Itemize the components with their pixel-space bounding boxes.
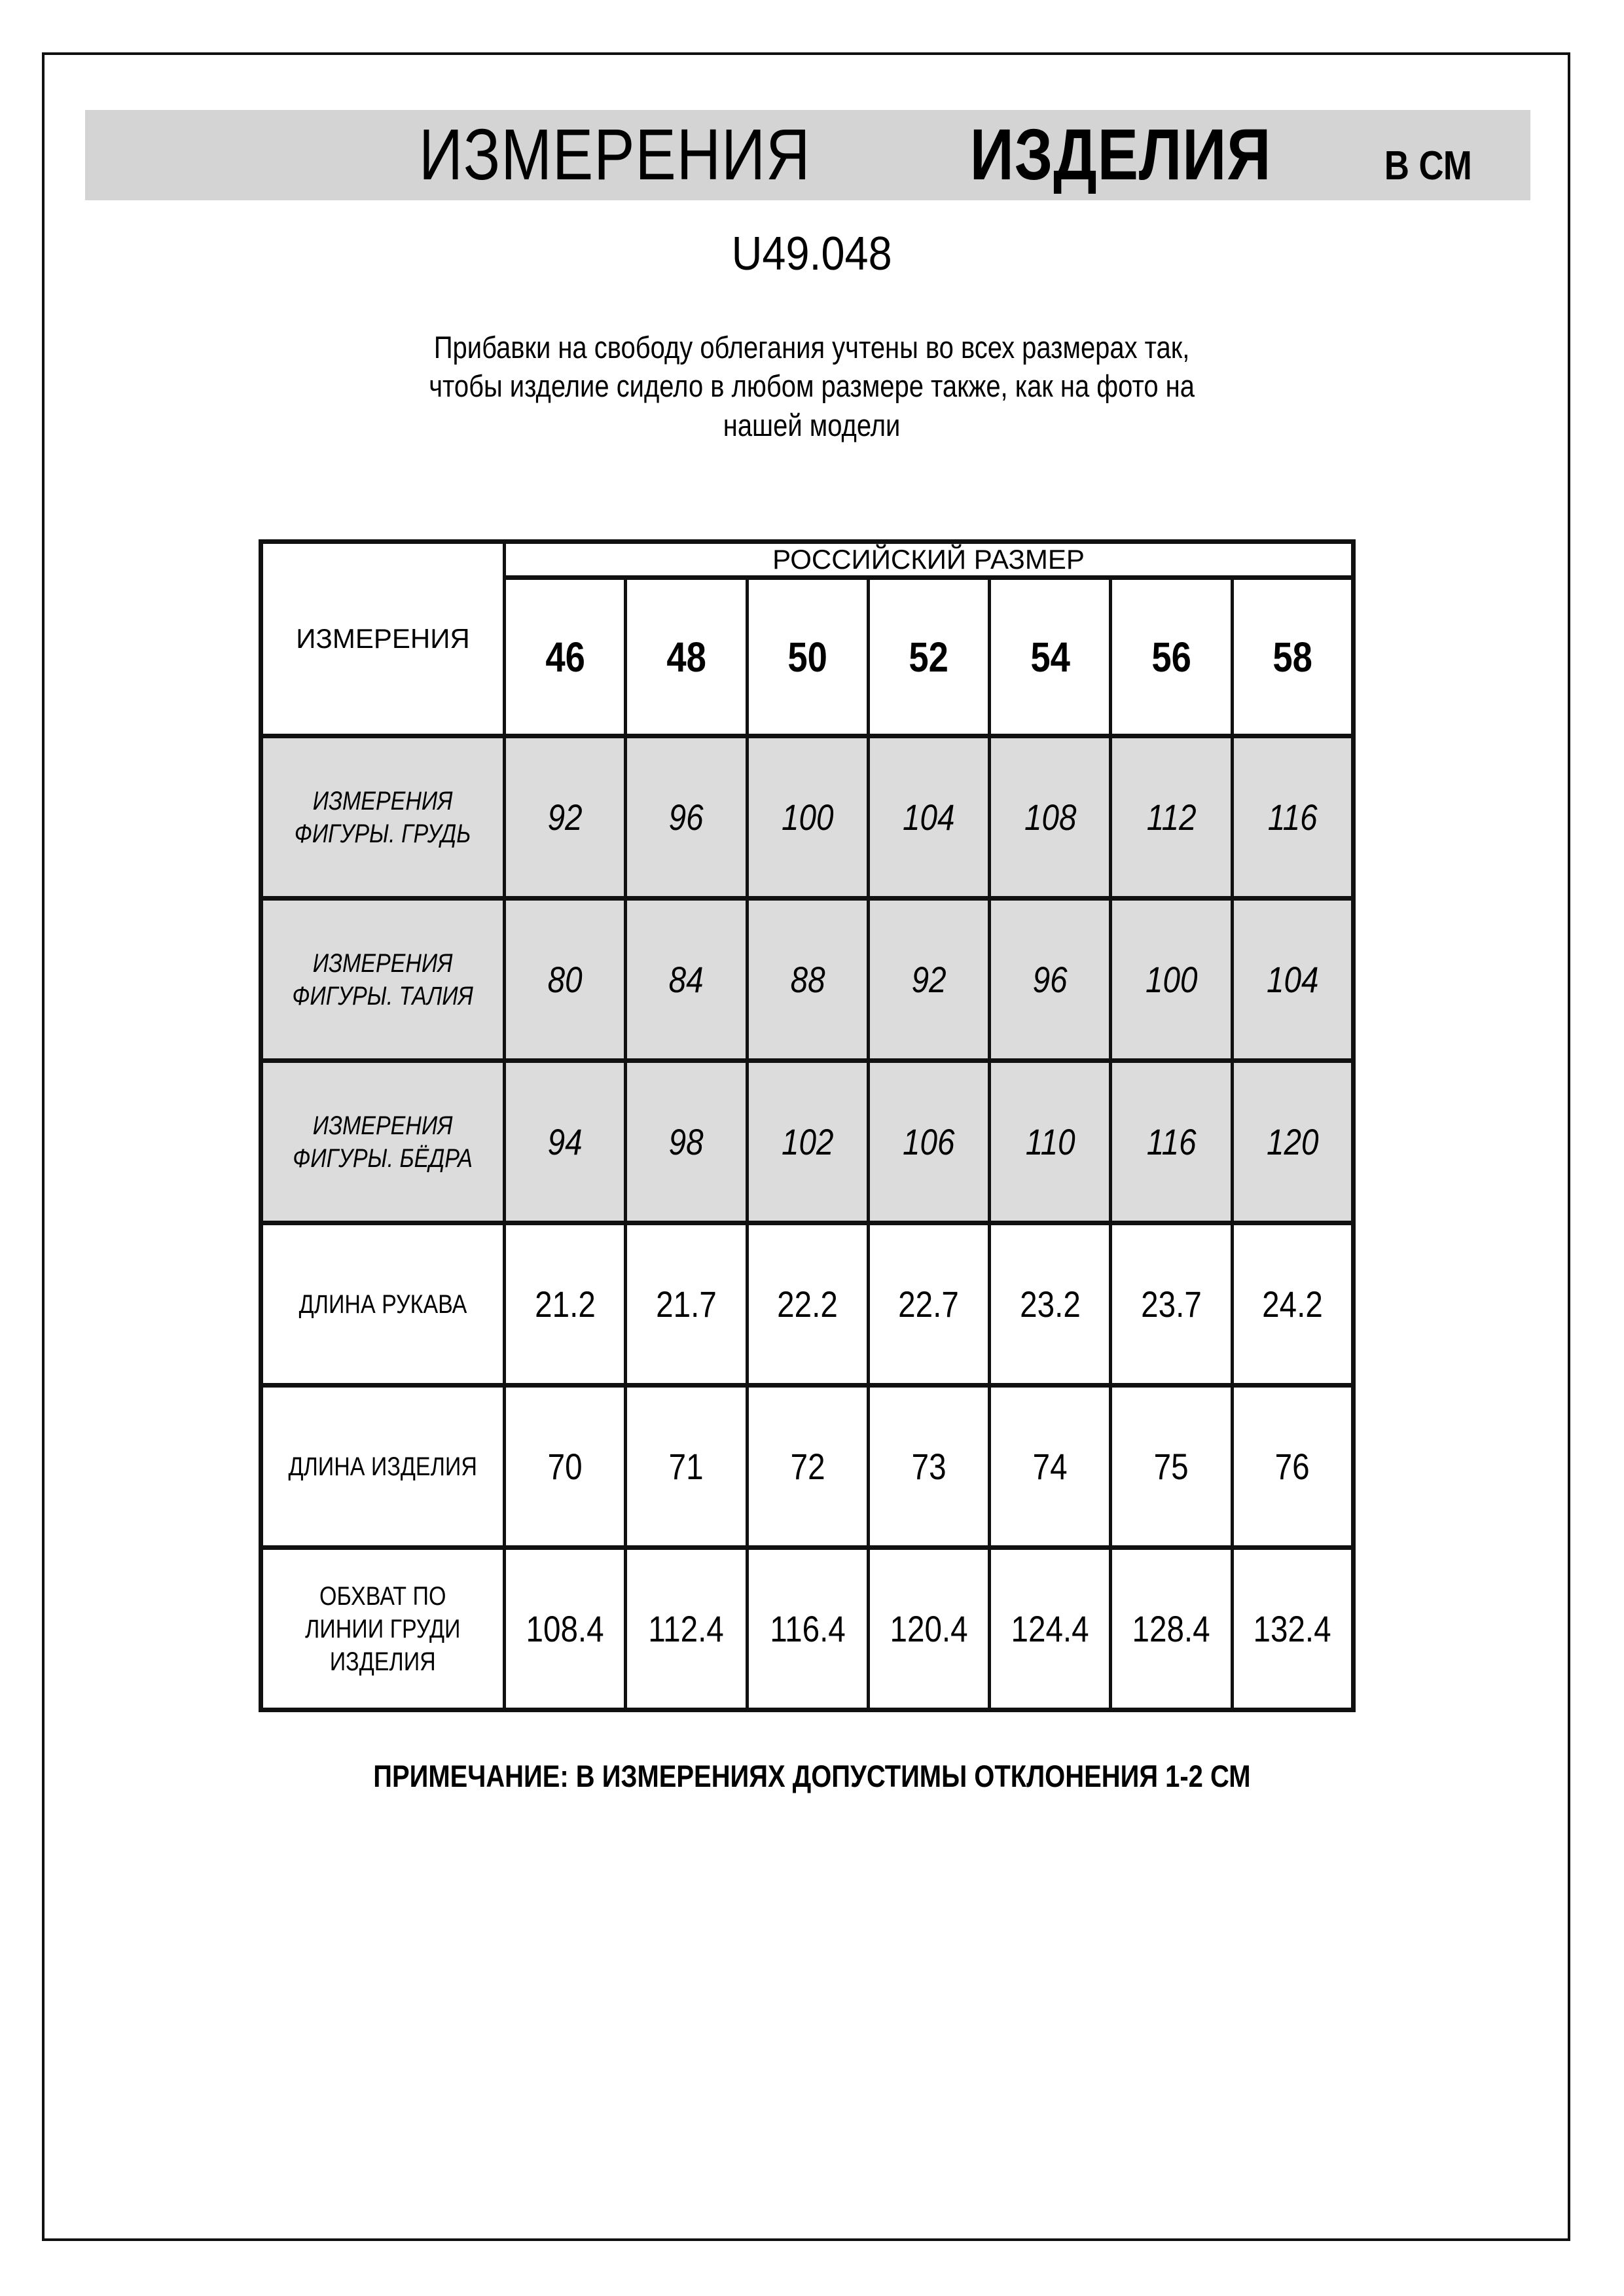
row-value: 108.4 (502, 1545, 628, 1712)
row-value: 100 (745, 734, 870, 901)
size-group-header-cell: РОССИЙСКИЙ РАЗМЕР (503, 539, 1355, 580)
row-value: 22.7 (866, 1221, 992, 1388)
size-table: ИЗМЕРЕНИЯ РОССИЙСКИЙ РАЗМЕР 46 48 50 52 … (259, 539, 1356, 1712)
header-band: ИЗМЕРЕНИЯ ИЗДЕЛИЯ В СМ (85, 110, 1530, 200)
page-border-frame (42, 52, 1570, 2241)
row-value: 96 (988, 896, 1113, 1063)
row-value: 102 (745, 1058, 870, 1225)
page-title-main: ИЗМЕРЕНИЯ (418, 115, 811, 195)
size-col-header: 52 (866, 575, 992, 738)
row-value: 116 (1109, 1058, 1234, 1225)
table-row-hips: ИЗМЕРЕНИЯ ФИГУРЫ. БЁДРА 94 98 102 106 11… (259, 1058, 1356, 1225)
row-value: 120.4 (866, 1545, 992, 1712)
table-row-chest: ИЗМЕРЕНИЯ ФИГУРЫ. ГРУДЬ 92 96 100 104 10… (259, 734, 1356, 901)
tolerance-note: ПРИМЕЧАНИЕ: В ИЗМЕРЕНИЯХ ДОПУСТИМЫ ОТКЛО… (373, 1759, 1251, 1793)
table-row-chest-girth-item: ОБХВАТ ПО ЛИНИИ ГРУДИ ИЗДЕЛИЯ 108.4 112.… (259, 1545, 1356, 1712)
table-row: ИЗМЕРЕНИЯ РОССИЙСКИЙ РАЗМЕР (259, 539, 1355, 738)
page-title-secondary: ИЗДЕЛИЯ (969, 115, 1272, 195)
size-col-header: 56 (1109, 575, 1234, 738)
row-value: 22.2 (745, 1221, 870, 1388)
row-value: 104 (1230, 896, 1356, 1063)
row-value: 116 (1230, 734, 1356, 901)
row-value: 70 (502, 1383, 628, 1550)
row-value: 96 (624, 734, 749, 901)
size-col-header: 46 (502, 575, 628, 738)
size-col-header: 58 (1230, 575, 1356, 738)
row-label: ИЗМЕРЕНИЯ ФИГУРЫ. ТАЛИЯ (259, 896, 506, 1063)
row-value: 92 (502, 734, 628, 901)
row-value: 21.7 (624, 1221, 749, 1388)
row-value: 80 (502, 896, 628, 1063)
table-row-waist: ИЗМЕРЕНИЯ ФИГУРЫ. ТАЛИЯ 80 84 88 92 96 1… (259, 896, 1356, 1063)
row-value: 108 (988, 734, 1113, 901)
size-col-header: 54 (988, 575, 1113, 738)
row-value: 73 (866, 1383, 992, 1550)
table-row-item-length: ДЛИНА ИЗДЕЛИЯ 70 71 72 73 74 75 76 (259, 1383, 1356, 1550)
row-value: 74 (988, 1383, 1113, 1550)
fit-description: Прибавки на свободу облегания учтены во … (429, 330, 1195, 442)
row-value: 112 (1109, 734, 1234, 901)
row-value: 132.4 (1230, 1545, 1356, 1712)
row-value: 24.2 (1230, 1221, 1356, 1388)
row-value: 104 (866, 734, 992, 901)
measurements-header-cell: ИЗМЕРЕНИЯ (259, 539, 506, 738)
row-value: 94 (502, 1058, 628, 1225)
row-label: ДЛИНА РУКАВА (259, 1221, 506, 1388)
row-label: ДЛИНА ИЗДЕЛИЯ (259, 1383, 506, 1550)
table-row-sizes: 46 48 50 52 54 56 58 (261, 575, 1356, 738)
row-value: 23.2 (988, 1221, 1113, 1388)
row-value: 76 (1230, 1383, 1356, 1550)
row-value: 110 (988, 1058, 1113, 1225)
size-col-header: 50 (745, 575, 870, 738)
size-col-header: 48 (624, 575, 749, 738)
row-value: 88 (745, 896, 870, 1063)
page-title-units: В СМ (1384, 143, 1473, 188)
row-value: 21.2 (502, 1221, 628, 1388)
row-value: 128.4 (1109, 1545, 1234, 1712)
row-label: ИЗМЕРЕНИЯ ФИГУРЫ. ГРУДЬ (259, 734, 506, 901)
row-value: 71 (624, 1383, 749, 1550)
table-row-sleeve-length: ДЛИНА РУКАВА 21.2 21.7 22.2 22.7 23.2 23… (259, 1221, 1356, 1388)
row-value: 100 (1109, 896, 1234, 1063)
row-label: ИЗМЕРЕНИЯ ФИГУРЫ. БЁДРА (259, 1058, 506, 1225)
row-value: 112.4 (624, 1545, 749, 1712)
row-value: 120 (1230, 1058, 1356, 1225)
row-value: 106 (866, 1058, 992, 1225)
row-value: 124.4 (988, 1545, 1113, 1712)
row-value: 75 (1109, 1383, 1234, 1550)
row-value: 92 (866, 896, 992, 1063)
row-value: 84 (624, 896, 749, 1063)
row-value: 116.4 (745, 1545, 870, 1712)
product-code: U49.048 (732, 228, 892, 280)
row-value: 98 (624, 1058, 749, 1225)
row-label: ОБХВАТ ПО ЛИНИИ ГРУДИ ИЗДЕЛИЯ (259, 1545, 506, 1712)
row-value: 23.7 (1109, 1221, 1234, 1388)
row-value: 72 (745, 1383, 870, 1550)
